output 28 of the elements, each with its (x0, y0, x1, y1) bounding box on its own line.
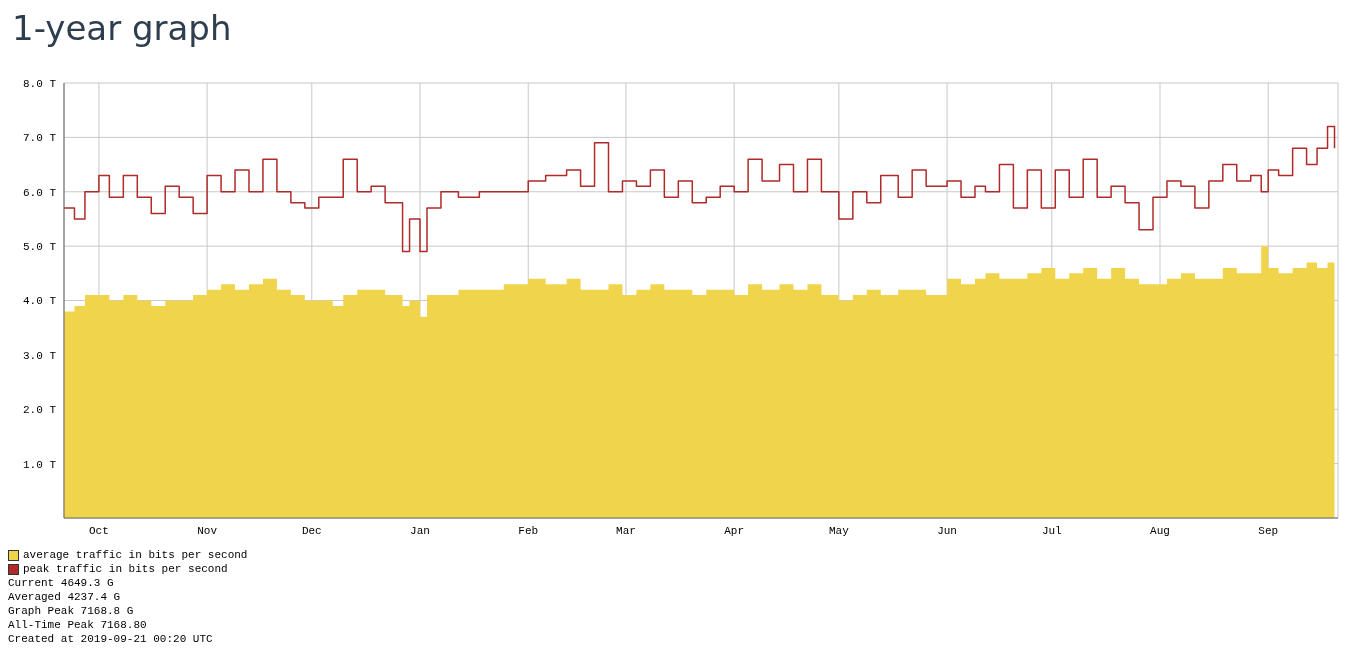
text: Current 4649.3 G (8, 576, 115, 590)
x-tick-label: Jan (410, 524, 430, 537)
x-tick-label: Nov (197, 524, 218, 537)
x-tick-label: Oct (89, 524, 109, 537)
y-tick-label: 2.0 T (22, 404, 57, 417)
y-tick-label: 1.0 T (22, 458, 57, 471)
y-tick-label: 3.0 T (22, 349, 57, 362)
x-tick-label: Feb (518, 524, 539, 537)
x-tick-label: Dec (301, 524, 322, 537)
x-tick-label: Mar (616, 524, 636, 537)
y-tick-label: 7.0 T (22, 132, 57, 145)
x-tick-label: Aug (1150, 524, 1170, 537)
text: All-Time Peak 7168.80 (8, 618, 148, 632)
y-tick-label: 4.0 T (22, 295, 57, 308)
x-tick-label: May (828, 524, 850, 537)
text: Averaged 4237.4 G (8, 590, 122, 604)
x-tick-label: Sep (1258, 524, 1279, 537)
y-tick-label: 6.0 T (22, 186, 57, 199)
legend-label: peak traffic in bits per second (23, 562, 228, 576)
y-tick-label: 8.0 T (22, 77, 57, 90)
x-tick-label: Jun (937, 524, 957, 537)
x-tick-label: Apr (724, 524, 745, 537)
text: average traffic in bits per second (23, 548, 248, 562)
chart-title: 1-year graph (12, 8, 232, 48)
text: Created at 2019-09-21 00:20 UTC (8, 632, 214, 646)
text: Graph Peak 7168.8 G (8, 604, 135, 618)
y-tick-label: 5.0 T (22, 241, 57, 254)
x-tick-label: Jul (1041, 524, 1062, 537)
